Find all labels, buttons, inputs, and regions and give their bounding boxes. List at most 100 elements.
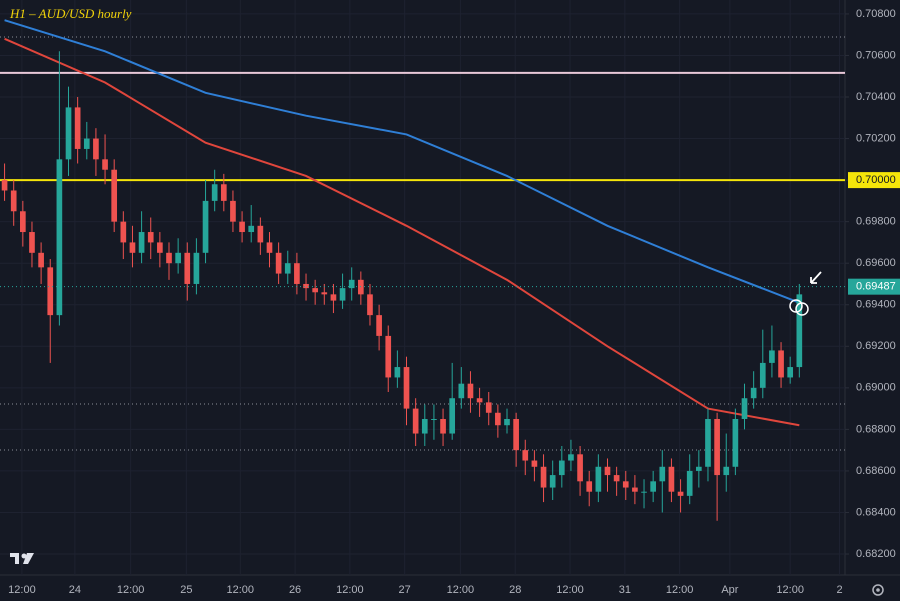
candle-body xyxy=(787,367,794,378)
y-tick-label: 0.69600 xyxy=(856,257,896,269)
x-tick-label: 2 xyxy=(836,584,842,596)
x-tick-label: 27 xyxy=(399,584,411,596)
candle-body xyxy=(778,350,784,378)
candle-body xyxy=(248,225,255,233)
x-tick-label: Apr xyxy=(721,584,738,596)
candle-body xyxy=(531,460,538,467)
candle-body xyxy=(796,294,803,368)
marker-circle xyxy=(795,302,809,316)
last-price-box xyxy=(848,278,900,295)
y-tick-label: 0.68600 xyxy=(856,465,896,477)
plot-area xyxy=(0,0,900,576)
candle-body xyxy=(540,466,547,488)
candle-body xyxy=(330,294,337,301)
candle-body xyxy=(431,418,437,420)
candle-body xyxy=(275,252,282,274)
candle-body xyxy=(458,383,465,399)
arrow xyxy=(810,271,822,284)
x-tick-label: 12:00 xyxy=(666,584,694,596)
x-tick-label: 26 xyxy=(289,584,301,596)
x-tick-label: 25 xyxy=(180,584,192,596)
y-tick-label: 0.70200 xyxy=(856,132,896,144)
candle-body xyxy=(175,252,181,264)
candle-body xyxy=(558,460,565,476)
candle-body xyxy=(759,362,766,388)
candle-body xyxy=(147,232,154,243)
y-tick-label: 0.70600 xyxy=(856,49,896,61)
candle-body xyxy=(138,232,145,253)
candle-body xyxy=(769,350,775,363)
candle-body xyxy=(632,487,638,492)
candle-body xyxy=(705,418,711,467)
y-tick-label: 0.68400 xyxy=(856,506,896,518)
candle-body xyxy=(613,475,620,482)
x-tick-label: 12:00 xyxy=(8,584,36,596)
candle-body xyxy=(166,252,172,264)
y-tick-label: 0.70800 xyxy=(856,8,896,20)
candle-body xyxy=(303,283,309,289)
logo xyxy=(10,553,34,564)
candle-body xyxy=(686,470,693,496)
y-tick-label: 0.69200 xyxy=(856,340,896,352)
candle-body xyxy=(650,481,656,492)
candle-body xyxy=(20,211,26,233)
candle-body xyxy=(202,200,209,253)
candle-body xyxy=(641,491,647,493)
candle-body xyxy=(549,475,556,488)
candle-body xyxy=(284,263,291,274)
candle-body xyxy=(723,466,730,476)
candle-body xyxy=(312,288,318,293)
candle-body xyxy=(47,267,54,316)
x-tick-label: 12:00 xyxy=(226,584,254,596)
candle-body xyxy=(102,159,108,170)
x-tick-label: 28 xyxy=(509,584,521,596)
x-tick-label: 12:00 xyxy=(556,584,584,596)
candle-body xyxy=(522,450,529,461)
candle-body xyxy=(29,232,35,253)
x-tick-label: 12:00 xyxy=(117,584,145,596)
candle-body xyxy=(56,159,63,316)
candle-body xyxy=(412,408,419,434)
candle-body xyxy=(367,294,373,316)
candle-body xyxy=(403,367,410,409)
candle-body xyxy=(93,138,99,160)
level-label: 0.70000 xyxy=(856,174,896,186)
candle-body xyxy=(157,242,163,253)
candle-body xyxy=(257,225,264,243)
candle-body xyxy=(376,315,382,336)
candle-body xyxy=(120,221,127,243)
candle-body xyxy=(568,454,574,461)
candle-body xyxy=(732,418,739,467)
candle-body xyxy=(504,418,510,426)
candle-body xyxy=(266,242,273,253)
candle-body xyxy=(1,180,8,191)
candle-body xyxy=(476,398,483,403)
candle-body xyxy=(111,169,118,222)
candle-body xyxy=(211,184,218,201)
settings-icon[interactable] xyxy=(872,584,884,596)
candle-body xyxy=(622,481,629,488)
candle-body xyxy=(659,466,666,482)
candle-body xyxy=(184,252,191,284)
candle-body xyxy=(485,402,492,413)
moving-average xyxy=(4,19,800,304)
y-tick-label: 0.68200 xyxy=(856,548,896,560)
candle-body xyxy=(230,200,236,222)
y-tick-label: 0.70400 xyxy=(856,91,896,103)
candle-body xyxy=(10,190,17,212)
last-price-label: 0.69487 xyxy=(856,281,896,293)
candle-body xyxy=(604,466,611,476)
candle-body xyxy=(339,288,346,301)
candle-body xyxy=(65,107,72,160)
candle-body xyxy=(385,335,392,378)
candle-body xyxy=(129,242,136,253)
candle-body xyxy=(394,367,401,378)
y-tick-label: 0.69400 xyxy=(856,299,896,311)
candle-body xyxy=(750,387,757,399)
candle-body xyxy=(83,138,90,149)
candle-body xyxy=(38,252,44,268)
candle-body xyxy=(348,279,355,289)
x-tick-label: 12:00 xyxy=(447,584,475,596)
